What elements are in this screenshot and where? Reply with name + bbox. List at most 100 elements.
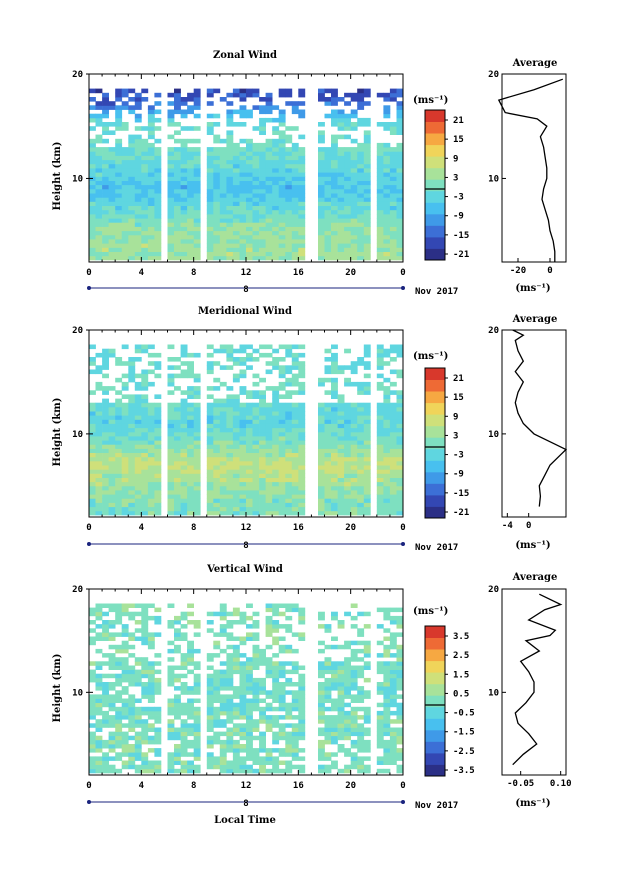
heatmap-cell [350, 427, 358, 433]
heatmap-cell [141, 694, 149, 699]
heatmap-cell [180, 205, 188, 211]
heatmap-cell [331, 365, 338, 370]
heatmap-cell [285, 193, 293, 198]
heatmap-cell [232, 481, 240, 487]
heatmap-cell [102, 628, 109, 633]
heatmap-cell [298, 101, 306, 106]
heatmap-cell [128, 105, 136, 110]
heatmap-cell [121, 506, 129, 512]
heatmap-cell [278, 731, 286, 737]
heatmap-cell [115, 122, 123, 127]
heatmap-cell [324, 234, 332, 240]
average-profile-line [512, 593, 563, 766]
heatmap-cell [337, 727, 345, 732]
heatmap-cell [134, 251, 142, 257]
heatmap-cell [187, 155, 194, 161]
heatmap-cell [219, 436, 227, 441]
heatmap-cell [108, 147, 116, 152]
heatmap-cell [154, 719, 162, 724]
heatmap-cell [350, 723, 358, 728]
heatmap-cell [265, 163, 273, 169]
heatmap-cell [298, 234, 306, 240]
heatmap-cell [167, 731, 175, 737]
heatmap-cell [252, 415, 260, 420]
heatmap-cell [344, 677, 351, 683]
heatmap-cell [389, 251, 397, 257]
heatmap-cell [219, 180, 227, 186]
heatmap-cell [265, 702, 273, 708]
heatmap-cell [187, 506, 194, 512]
heatmap-cell [121, 126, 129, 131]
heatmap-cell [239, 661, 247, 666]
heatmap-cell [89, 357, 96, 362]
heatmap-cell [128, 494, 136, 499]
heatmap-cell [180, 444, 188, 449]
heatmap-cell [219, 682, 227, 687]
heatmap-cell [259, 690, 266, 695]
heatmap-cell [206, 473, 214, 478]
heatmap-cell [272, 694, 280, 699]
heatmap-cell [318, 251, 325, 257]
heatmap-cell [134, 448, 142, 453]
heatmap-cell [193, 756, 201, 761]
heatmap-cell [278, 386, 286, 391]
heatmap-cell [219, 752, 227, 757]
heatmap-cell [239, 460, 247, 466]
heatmap-cell [350, 109, 358, 115]
heatmap-cell [357, 201, 365, 206]
heatmap-cell [252, 682, 260, 687]
heatmap-cell [298, 632, 306, 637]
heatmap-cell [167, 702, 175, 708]
heatmap-cell [95, 180, 103, 186]
heatmap-cell [324, 657, 332, 662]
heatmap-cell [128, 669, 136, 675]
heatmap-cell [389, 760, 397, 765]
heatmap-cell [128, 234, 136, 240]
heatmap-cell [291, 603, 299, 608]
heatmap-cell [89, 748, 96, 753]
heatmap-cell [396, 694, 404, 699]
heatmap-cell [285, 352, 293, 358]
heatmap-cell [376, 361, 384, 366]
x-tick-label: 0 [86, 268, 91, 278]
heatmap-cell [108, 494, 116, 499]
heatmap-cell [128, 138, 136, 144]
heatmap-cell [324, 460, 332, 466]
heatmap-cell [154, 365, 162, 370]
heatmap-cell [167, 735, 175, 741]
heatmap-cell [318, 243, 325, 248]
heatmap-cell [272, 193, 280, 198]
heatmap-cell [396, 423, 404, 429]
heatmap-cell [167, 764, 175, 770]
heatmap-cell [115, 644, 123, 650]
heatmap-cell [239, 344, 247, 350]
heatmap-cell [187, 653, 194, 658]
heatmap-cell [291, 209, 299, 215]
x-tick-label: 8 [191, 268, 196, 278]
heatmap-cell [298, 243, 306, 248]
heatmap-cell [298, 381, 306, 387]
heatmap-cell [226, 657, 234, 662]
heatmap-cell [278, 690, 286, 695]
heatmap-cell [285, 214, 293, 219]
heatmap-cell [95, 748, 103, 753]
heatmap-cell [180, 201, 188, 206]
heatmap-cell [285, 381, 293, 387]
heatmap-cell [128, 682, 136, 687]
heatmap-cell [193, 719, 201, 724]
heatmap-cell [187, 234, 194, 240]
heatmap-cell [193, 661, 201, 666]
heatmap-cell [115, 727, 123, 732]
heatmap-cell [357, 243, 365, 248]
heatmap-cell [167, 168, 175, 173]
heatmap-cell [389, 644, 397, 650]
heatmap-cell [121, 510, 129, 516]
heatmap-cell [291, 739, 299, 745]
heatmap-cell [239, 239, 247, 244]
heatmap-cell [95, 134, 103, 140]
heatmap-cell [252, 644, 260, 650]
heatmap-cell [259, 230, 266, 236]
heatmap-cell [383, 159, 391, 165]
heatmap-cell [115, 677, 123, 683]
heatmap-cell [265, 406, 273, 412]
